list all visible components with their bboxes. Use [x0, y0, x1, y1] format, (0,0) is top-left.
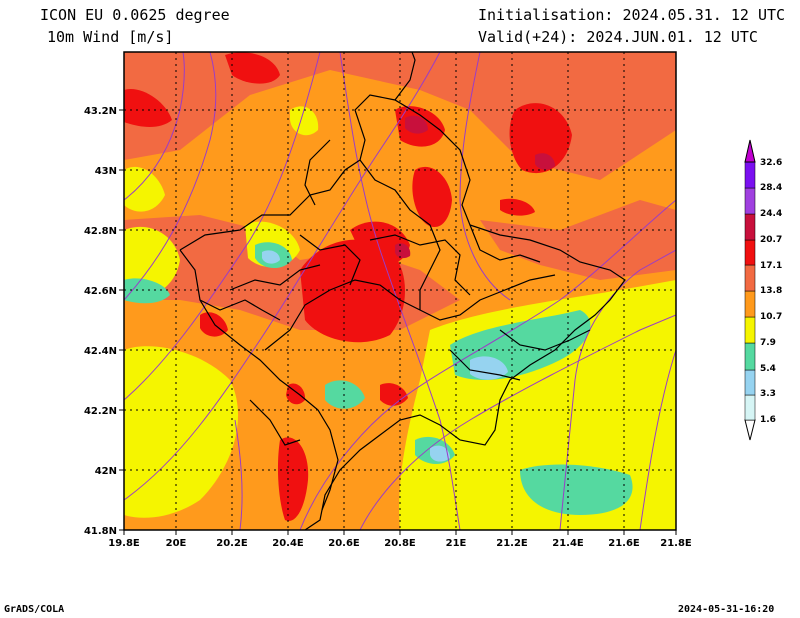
streamline — [234, 419, 243, 530]
field-core-west — [124, 89, 172, 127]
colorbar-high-arrow — [744, 139, 756, 163]
field-calm-southwest — [124, 346, 239, 518]
grads-credit: GrADS/COLA — [4, 604, 65, 615]
colorbar-swatch — [744, 187, 756, 215]
border-line — [199, 299, 281, 321]
lat-tick-marks — [119, 109, 124, 531]
streamline — [124, 52, 185, 201]
colorbar-label: 13.8 — [760, 286, 782, 296]
map-title-variable: 10m Wind [m/s] — [47, 28, 174, 46]
valid-time: Valid(+24): 2024.JUN.01. 12 UTC — [478, 28, 758, 46]
lon-tick-labels: 19.8E 20E 20.2E 20.4E 20.6E 20.8E 21E 21… — [108, 538, 692, 549]
field-peak-center — [395, 243, 411, 259]
lon-tick-marks — [123, 530, 677, 535]
colorbar-label: 7.9 — [760, 338, 776, 348]
colorbar-label: 32.6 — [760, 158, 782, 168]
border-line — [394, 52, 416, 101]
colorbar-swatch — [744, 239, 756, 266]
streamline — [339, 52, 461, 530]
field-calm-west-upper — [124, 166, 165, 212]
lat-tick-label: 41.8N — [84, 526, 117, 537]
streamline — [639, 349, 676, 530]
field-min-east — [470, 356, 508, 380]
colorbar: 1.6 3.3 5.4 7.9 10.7 13.8 17.1 20.7 24.4… — [744, 139, 782, 441]
lat-tick-labels: 43.2N 43N 42.8N 42.6N 42.4N 42.2N 42N 41… — [84, 106, 117, 537]
lat-tick-label: 42.2N — [84, 406, 117, 417]
border-line — [249, 399, 301, 446]
field-low-west — [124, 278, 170, 304]
initialisation-time: Initialisation: 2024.05.31. 12 UTC — [478, 6, 786, 24]
lon-tick-label: 20.8E — [384, 538, 416, 549]
field-band-east — [480, 200, 676, 280]
lon-tick-label: 20.6E — [328, 538, 360, 549]
lon-tick-label: 21.2E — [496, 538, 528, 549]
colorbar-swatch — [744, 342, 756, 371]
streamline — [459, 52, 511, 301]
colorbar-swatch — [744, 213, 756, 241]
colorbar-swatch — [744, 161, 756, 189]
border-line — [229, 264, 321, 291]
field-core-pristina — [412, 166, 452, 228]
lat-lon-grid — [124, 52, 676, 530]
admin-borders — [179, 52, 626, 530]
border-line — [469, 224, 541, 263]
border-line — [299, 234, 361, 286]
lon-tick-label: 20.2E — [216, 538, 248, 549]
streamline — [359, 314, 676, 530]
colorbar-swatch — [744, 290, 756, 318]
border-line — [449, 349, 521, 381]
field-low-southeast — [520, 464, 633, 515]
colorbar-label: 20.7 — [760, 235, 782, 245]
field-min-south — [430, 445, 450, 462]
lon-tick-label: 21E — [446, 538, 467, 549]
field-core-north-kosovo — [350, 221, 410, 266]
lat-tick-label: 42N — [95, 466, 117, 477]
lat-tick-label: 42.8N — [84, 226, 117, 237]
lon-tick-label: 21.4E — [552, 538, 584, 549]
colorbar-label: 5.4 — [760, 364, 776, 374]
field-low-south — [325, 380, 365, 409]
lon-tick-label: 21.8E — [660, 538, 692, 549]
lon-tick-label: 20.4E — [272, 538, 304, 549]
wind-speed-field — [124, 52, 676, 530]
colorbar-swatch — [744, 394, 756, 421]
lon-tick-label: 19.8E — [108, 538, 140, 549]
border-line — [264, 274, 556, 351]
field-peak-north — [405, 115, 428, 134]
colorbar-label: 24.4 — [760, 209, 782, 219]
colorbar-label: 10.7 — [760, 312, 782, 322]
colorbar-label: 28.4 — [760, 183, 782, 193]
colorbar-label: 3.3 — [760, 389, 776, 399]
field-min-center — [262, 250, 280, 264]
border-line — [179, 94, 626, 530]
field-core-east — [500, 198, 535, 216]
colorbar-label: 17.1 — [760, 261, 782, 271]
field-core-northwest — [225, 52, 280, 84]
colorbar-low-arrow — [744, 419, 756, 441]
lon-tick-label: 21.6E — [608, 538, 640, 549]
border-line — [359, 159, 441, 310]
colorbar-swatch — [744, 369, 756, 396]
field-core-south — [277, 437, 309, 521]
streamline — [124, 52, 217, 301]
streamline — [124, 52, 441, 501]
lon-tick-label: 20E — [166, 538, 187, 549]
colorbar-label: 1.6 — [760, 415, 776, 425]
colorbar-swatch — [744, 316, 756, 344]
field-peak-northeast — [535, 153, 555, 170]
render-timestamp: 2024-05-31-16:20 — [678, 604, 775, 615]
border-line — [369, 234, 471, 296]
lat-tick-label: 42.6N — [84, 286, 117, 297]
lat-tick-label: 42.4N — [84, 346, 117, 357]
lat-tick-label: 43N — [95, 166, 117, 177]
field-calm-north — [290, 106, 319, 136]
map-title-model: ICON EU 0.0625 degree — [40, 6, 230, 24]
streamline — [124, 52, 321, 401]
field-core-northeast — [509, 103, 572, 174]
border-line — [304, 139, 331, 206]
colorbar-swatch — [744, 264, 756, 292]
lat-tick-label: 43.2N — [84, 106, 117, 117]
field-core-prizren — [380, 383, 408, 406]
